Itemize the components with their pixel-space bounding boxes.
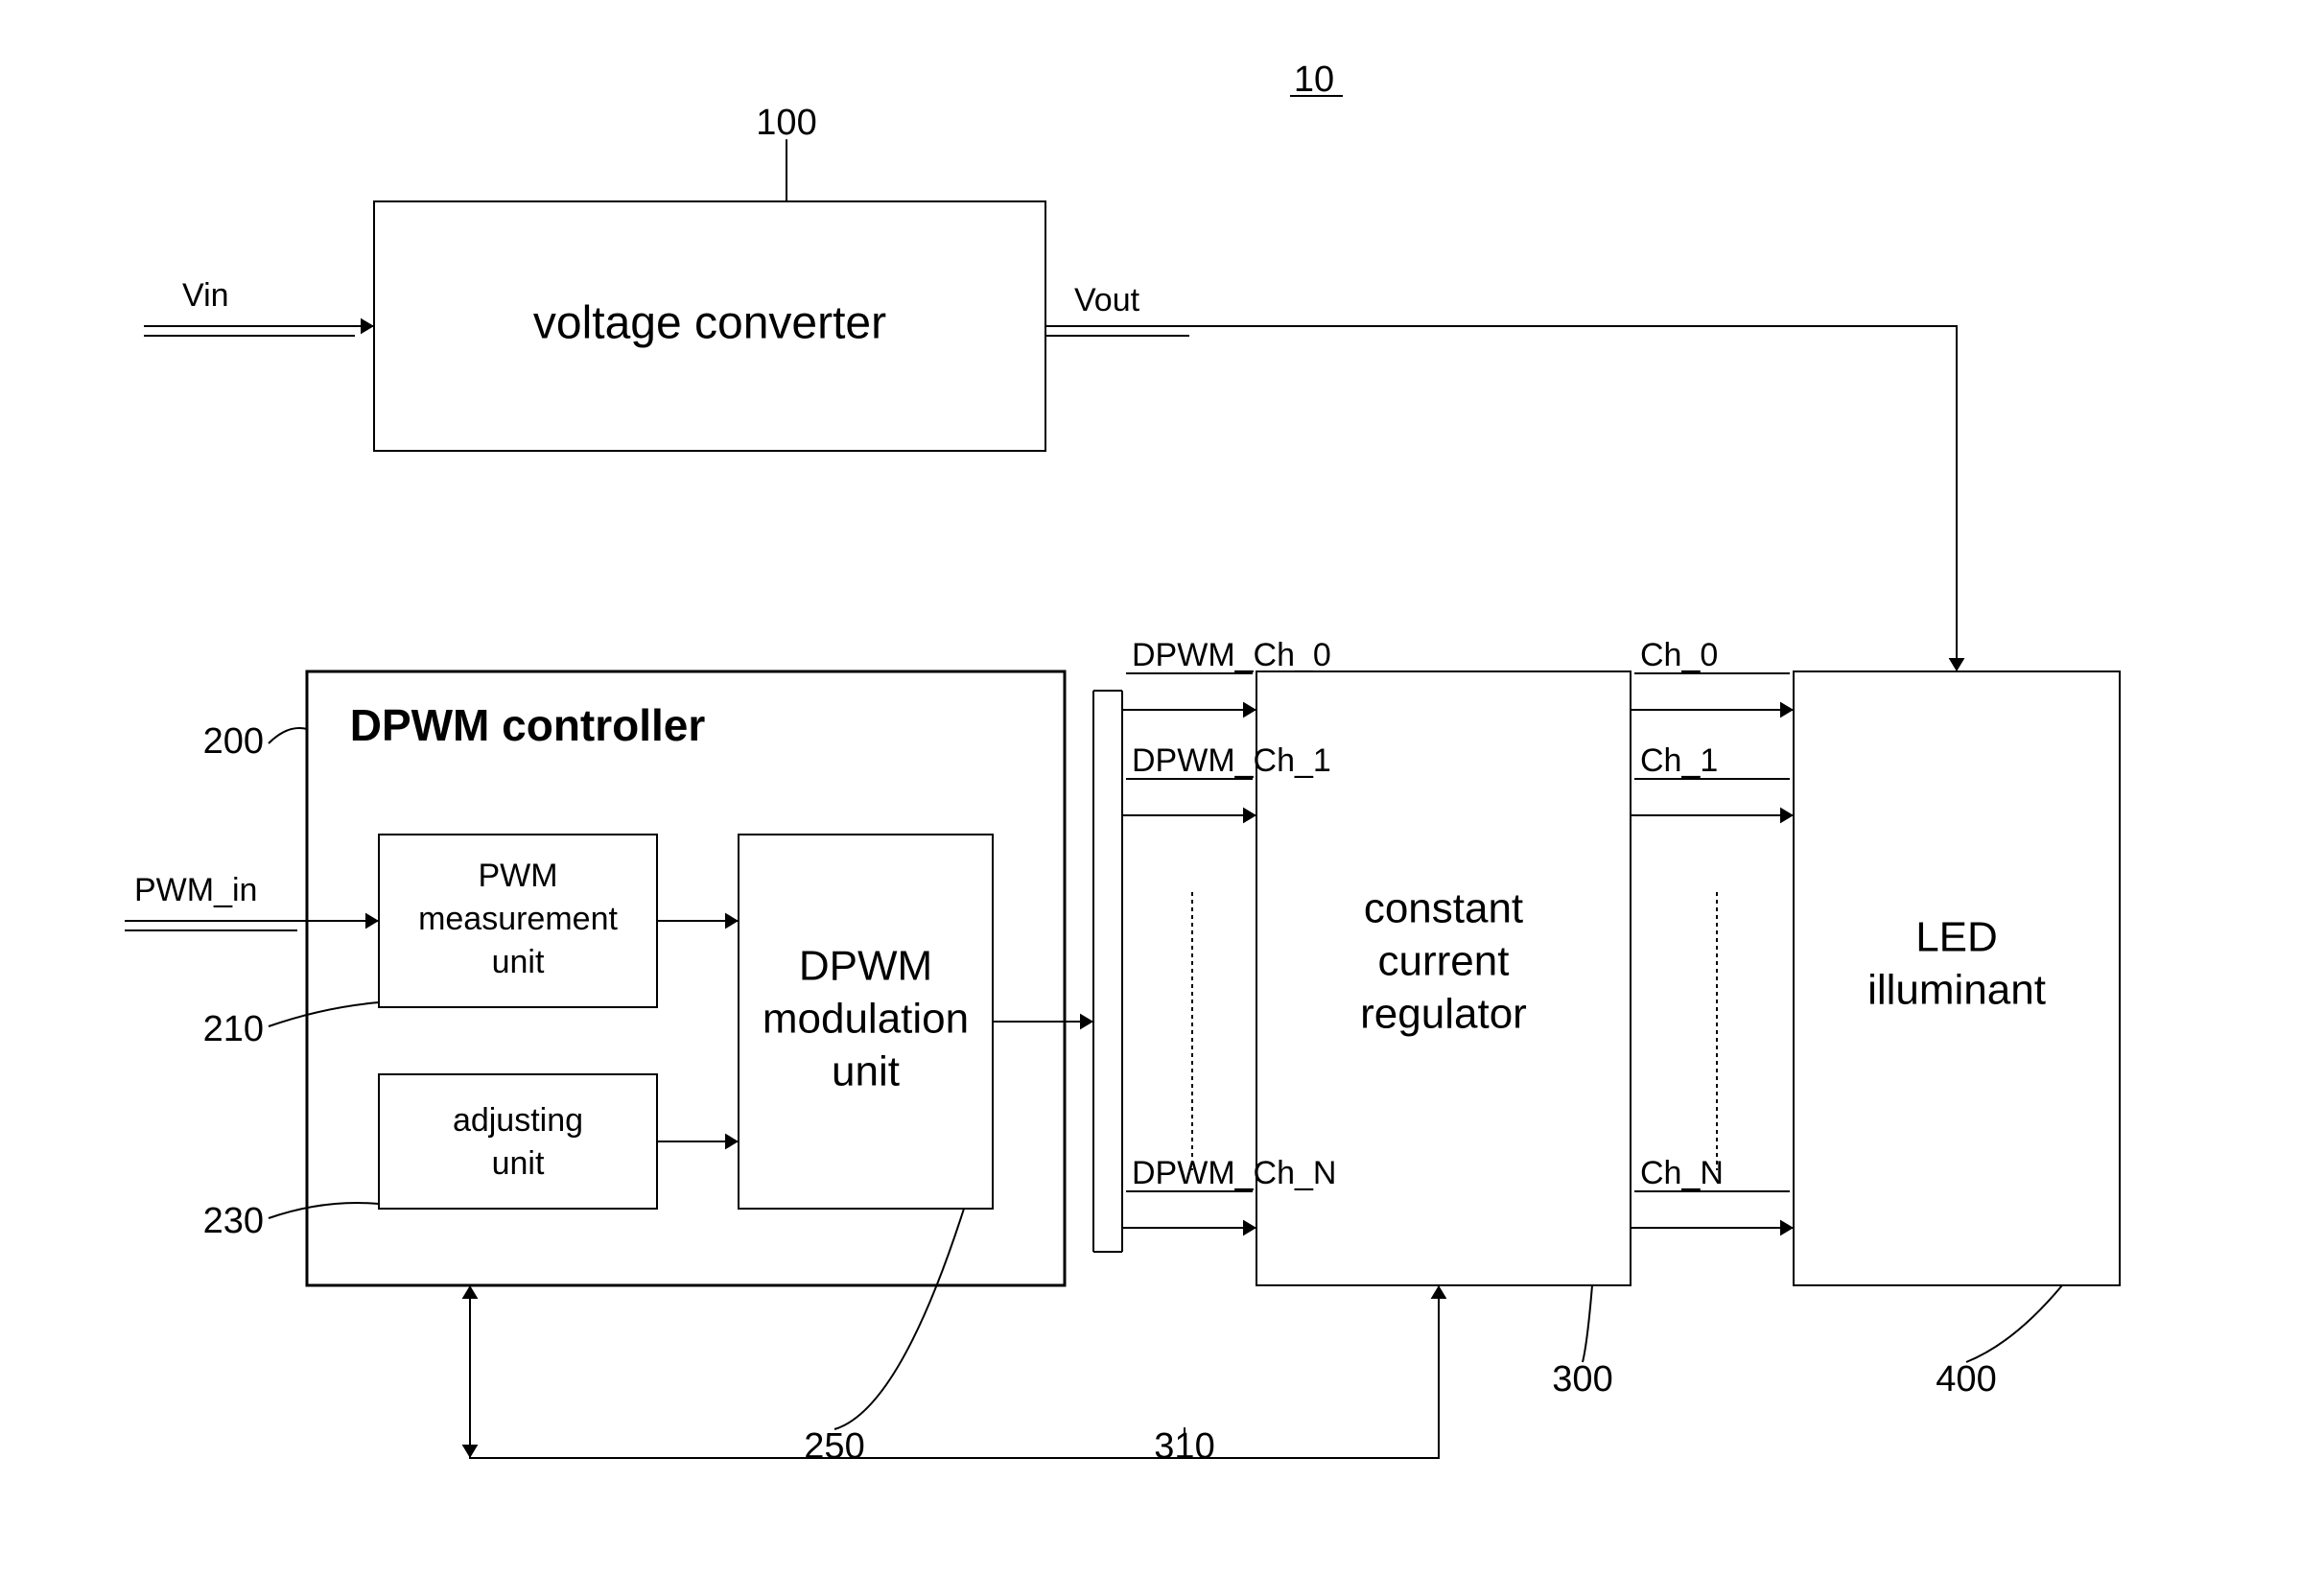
ref-10: 10 <box>1294 59 1334 100</box>
svg-text:unit: unit <box>832 1048 900 1095</box>
ref-210: 210 <box>203 1009 264 1049</box>
ch0-label: Ch_0 <box>1640 637 1718 673</box>
adjusting-unit-box <box>379 1074 657 1209</box>
vin-label: Vin <box>182 277 229 314</box>
ref-400: 400 <box>1936 1359 1996 1400</box>
ref-250: 250 <box>804 1426 864 1467</box>
svg-text:LED: LED <box>1915 914 1998 961</box>
vout-label: Vout <box>1074 282 1140 318</box>
ref-100: 100 <box>756 103 816 143</box>
pwm-in-label: PWM_in <box>134 872 257 908</box>
svg-text:current: current <box>1378 938 1510 985</box>
svg-text:illuminant: illuminant <box>1867 967 2046 1014</box>
svg-text:modulation: modulation <box>763 996 969 1043</box>
voltage-converter-label: voltage converter <box>533 298 886 349</box>
svg-text:regulator: regulator <box>1360 991 1527 1038</box>
dpwm-chN-label: DPWM_Ch_N <box>1132 1155 1336 1191</box>
ch1-label: Ch_1 <box>1640 742 1718 779</box>
svg-text:adjusting: adjusting <box>453 1102 583 1139</box>
svg-text:DPWM: DPWM <box>799 943 932 990</box>
svg-text:measurement: measurement <box>418 901 618 937</box>
svg-text:constant: constant <box>1364 885 1523 932</box>
chN-label: Ch_N <box>1640 1155 1724 1191</box>
dpwm-controller-box <box>307 671 1065 1285</box>
dpwm-ch1-label: DPWM_Ch_1 <box>1132 742 1331 779</box>
dpwm-controller-title: DPWM controller <box>350 700 706 750</box>
ref-300: 300 <box>1552 1359 1612 1400</box>
dpwm-ch0-label: DPWM_Ch_0 <box>1132 637 1331 673</box>
ref-200: 200 <box>203 721 264 762</box>
ref-230: 230 <box>203 1201 264 1241</box>
svg-text:unit: unit <box>492 1145 545 1182</box>
svg-text:unit: unit <box>492 944 545 980</box>
svg-text:PWM: PWM <box>478 858 557 894</box>
